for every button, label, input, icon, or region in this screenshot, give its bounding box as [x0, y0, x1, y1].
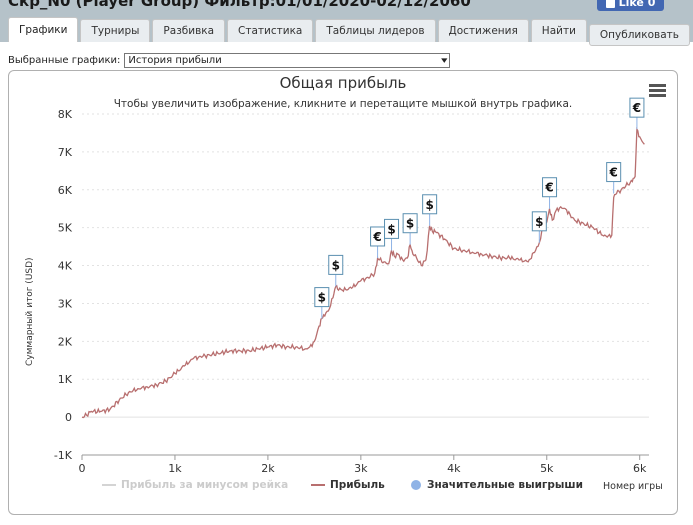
chart-selector-label: Выбранные графики: — [8, 55, 121, 66]
y-axis-label: Суммарный итог (USD) — [25, 257, 35, 366]
chart-subtitle: Чтобы увеличить изображение, кликните и … — [113, 98, 573, 110]
tab-find[interactable]: Найти — [530, 19, 587, 42]
win-flag-symbol: $ — [406, 217, 414, 231]
win-flag — [422, 194, 438, 215]
chart-title: Общая прибыль — [279, 74, 407, 92]
thumbs-up-icon — [605, 0, 615, 8]
win-flag-symbol: $ — [332, 258, 340, 272]
win-flag-symbol: € — [608, 166, 617, 180]
profit-series-line — [81, 126, 645, 419]
legend-label-rake: Прибыль за минусом рейка — [121, 479, 289, 491]
chart-select-value: История прибыли — [128, 55, 222, 66]
legend-label-profit: Прибыль — [330, 479, 385, 491]
y-tick-label: 2K — [58, 335, 73, 348]
win-flag — [328, 254, 344, 275]
y-tick-label: 5K — [58, 222, 73, 235]
win-flag — [542, 177, 558, 198]
y-tick-label: 8K — [58, 108, 73, 121]
chart-selector-row: Выбранные графики: История прибыли ▾ — [8, 53, 451, 68]
legend-item-rake[interactable]: Прибыль за минусом рейка — [102, 479, 288, 491]
x-tick-label: 4k — [447, 462, 461, 475]
x-tick-label: 6k — [633, 462, 647, 475]
x-tick-label: 2k — [261, 462, 275, 475]
page-title: Скр_N0 (Player Group) Фильтр:01/01/2020-… — [8, 0, 471, 10]
chart-panel: -1K 0 1K 2K 3K 4K 5K 6K 7K 8K 0 1k 2k 3k 4k 5k 6k $ $ € $ $ $ $… — [8, 70, 678, 515]
tab-charts[interactable]: Графики — [8, 17, 79, 42]
x-tick-label: 3k — [354, 462, 368, 475]
tab-tournaments[interactable]: Турниры — [80, 19, 151, 42]
win-flag-symbol: $ — [425, 198, 433, 212]
tab-bar: Графики Турниры Разбивка Статистика Табл… — [8, 15, 692, 46]
profit-chart[interactable]: -1K 0 1K 2K 3K 4K 5K 6K 7K 8K 0 1k 2k 3k 4k 5k 6k $ $ € $ $ $ $… — [9, 71, 679, 516]
tab-breakdown[interactable]: Разбивка — [152, 19, 226, 42]
tab-leaderboards[interactable]: Таблицы лидеров — [315, 19, 436, 42]
x-tick-label: 0 — [79, 462, 86, 475]
win-flag-symbol: € — [372, 230, 381, 244]
chart-select[interactable]: История прибыли ▾ — [124, 53, 451, 68]
tab-statistics[interactable]: Статистика — [227, 19, 314, 42]
tab-achievements[interactable]: Достижения — [437, 19, 529, 42]
like-button[interactable]: Like 0 — [597, 0, 664, 11]
win-flag-symbol: € — [544, 181, 553, 195]
win-flag — [314, 287, 330, 308]
win-flag-symbol: $ — [387, 222, 395, 236]
win-flag — [402, 213, 418, 234]
legend-item-profit[interactable]: Прибыль — [311, 479, 385, 491]
y-tick-label: 0 — [65, 411, 72, 424]
legend-dot-icon — [411, 480, 421, 490]
win-flag-symbol: € — [632, 101, 641, 115]
x-tick-label: 1k — [168, 462, 182, 475]
win-flag — [606, 162, 622, 183]
x-tick-label: 5k — [540, 462, 554, 475]
win-flag — [531, 211, 547, 232]
y-tick-label: 6K — [58, 184, 73, 197]
x-axis-label: Номер игры — [603, 481, 663, 492]
chevron-down-icon: ▾ — [440, 55, 448, 66]
hamburger-menu-icon[interactable] — [649, 84, 666, 97]
win-flag-symbol: $ — [318, 291, 326, 305]
legend-item-wins[interactable]: Значительные выигрыши — [411, 479, 583, 491]
y-tick-label: 1K — [58, 373, 73, 386]
legend-line-icon — [102, 484, 116, 486]
y-tick-label: 7K — [58, 146, 73, 159]
y-tick-label: 3K — [58, 297, 73, 310]
legend-line-icon — [311, 484, 325, 486]
win-flag-symbol: $ — [535, 215, 543, 229]
like-label: Like 0 — [618, 0, 656, 9]
legend-label-wins: Значительные выигрыши — [427, 479, 583, 491]
win-flag — [384, 218, 400, 239]
y-tick-label: 4K — [58, 260, 73, 273]
chart-legend: Прибыль за минусом рейка Прибыль Значите… — [9, 479, 677, 493]
publish-button[interactable]: Опубликовать — [588, 24, 690, 46]
y-tick-label: -1K — [54, 449, 73, 462]
win-flag — [629, 97, 645, 118]
